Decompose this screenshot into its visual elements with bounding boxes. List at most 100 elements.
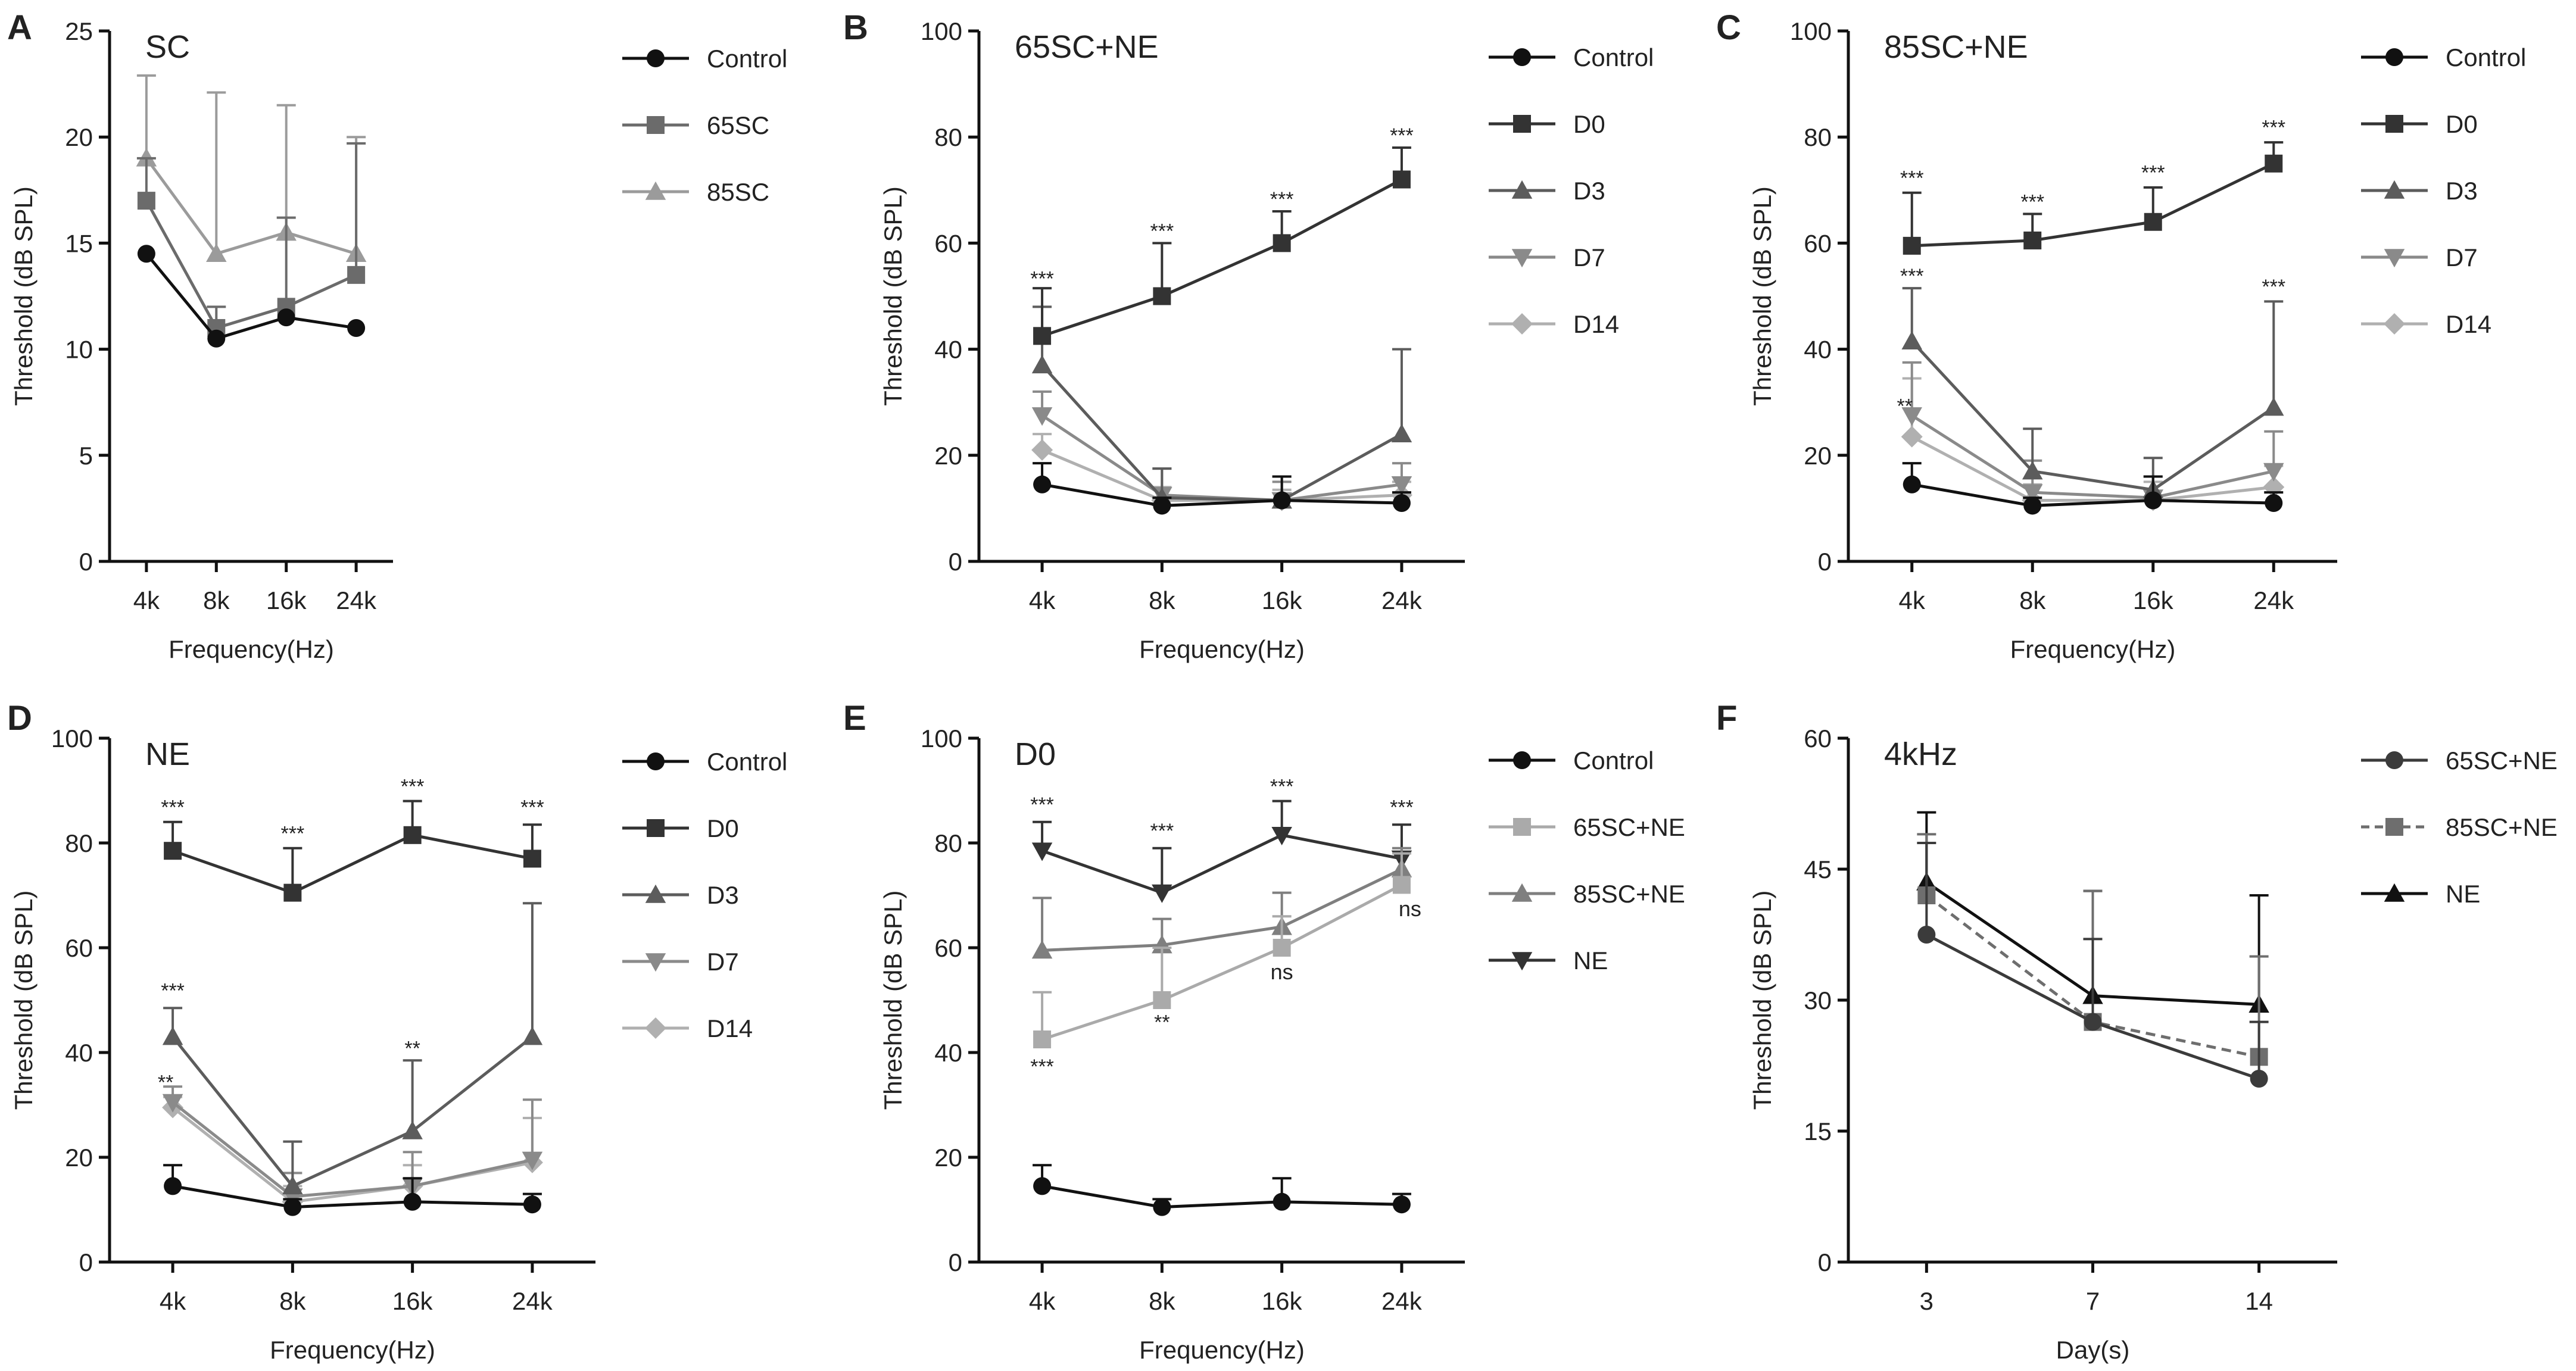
legend-label: D7 (1573, 243, 1605, 271)
legend-label: D0 (707, 814, 739, 842)
significance-label: *** (2020, 190, 2044, 213)
data-point (1901, 407, 1922, 426)
data-point (1391, 423, 1412, 442)
legend-marker (2384, 883, 2405, 902)
y-axis-label: Threshold (dB SPL) (1748, 186, 1776, 406)
y-tick-label: 20 (65, 123, 93, 151)
legend-label: D14 (1573, 310, 1619, 338)
legend-label: D0 (1573, 110, 1605, 138)
legend-marker (1513, 751, 1531, 769)
panel-letter: F (1716, 699, 1737, 738)
series-line (1041, 483, 1402, 507)
legend-label: Control (1573, 43, 1654, 71)
data-point (1271, 827, 1292, 846)
legend-marker (1511, 952, 1533, 971)
chart-title: 4kHz (1884, 736, 1957, 772)
data-point (523, 1195, 541, 1214)
data-point (1391, 476, 1412, 495)
significance-label: *** (1030, 268, 1054, 291)
y-tick-label: 80 (934, 123, 962, 151)
y-tick-label: 60 (1804, 724, 1832, 752)
legend-label: 85SC+NE (2446, 813, 2558, 841)
y-tick-label: 0 (949, 548, 962, 576)
panel-letter: E (843, 699, 866, 738)
y-tick-label: 40 (65, 1039, 93, 1067)
x-tick-label: 4k (160, 1287, 186, 1315)
chart-title: NE (145, 736, 190, 772)
chart-title: D0 (1015, 736, 1056, 772)
y-tick-label: 40 (934, 1039, 962, 1067)
significance-label: ** (1897, 395, 1912, 418)
series-line (1910, 340, 2275, 492)
y-tick-label: 100 (51, 724, 93, 752)
legend-marker (2385, 818, 2403, 836)
data-point (1392, 494, 1411, 512)
x-axis-label: Frequency(Hz) (169, 635, 334, 663)
data-point (1273, 234, 1291, 252)
legend-marker (1513, 48, 1531, 66)
data-point (1273, 1192, 1291, 1211)
y-axis-label: Threshold (dB SPL) (879, 891, 907, 1110)
significance-label: *** (1270, 188, 1294, 211)
series-line (1041, 178, 1403, 338)
x-axis-label: Frequency(Hz) (2010, 635, 2176, 663)
significance-label: *** (1390, 797, 1414, 819)
chart-title: 65SC+NE (1015, 29, 1159, 65)
series-line (145, 252, 357, 341)
legend-entry: D0 (622, 814, 739, 842)
series-line (1911, 414, 2274, 499)
x-tick-label: 8k (203, 586, 230, 614)
legend-entry: 85SC (622, 178, 769, 206)
significance-label: *** (2262, 276, 2285, 298)
legend-marker (2384, 313, 2405, 335)
legend-label: D7 (2446, 243, 2478, 271)
data-point (347, 318, 366, 337)
x-tick-label: 24k (336, 586, 377, 614)
chart-title: 85SC+NE (1884, 29, 2028, 65)
significance-label: *** (1030, 794, 1054, 816)
legend-label: Control (1573, 747, 1654, 774)
data-point (162, 1094, 183, 1113)
data-point (1153, 287, 1171, 305)
series-line (1041, 1184, 1402, 1209)
significance-label: *** (1390, 124, 1414, 147)
data-point (162, 1026, 183, 1045)
data-point (1273, 939, 1291, 957)
panel-letter: D (7, 699, 32, 738)
y-tick-label: 100 (921, 724, 962, 752)
legend-marker (647, 752, 665, 770)
series-control (1033, 462, 1411, 515)
series-85sc (136, 74, 367, 263)
data-point (1392, 1195, 1411, 1214)
legend-label: NE (2446, 880, 2480, 908)
data-point (1901, 426, 1923, 448)
legend-entry: D3 (1489, 177, 1605, 205)
series-ne (1031, 800, 1412, 903)
y-tick-label: 100 (921, 17, 962, 45)
legend-entry: D14 (2361, 310, 2491, 338)
data-point (523, 850, 541, 868)
data-point (1031, 439, 1053, 461)
data-point (282, 1176, 303, 1195)
y-tick-label: 20 (934, 442, 962, 470)
legend-entry: 85SC+NE (1489, 880, 1685, 908)
significance-label: *** (1150, 820, 1174, 842)
x-axis-label: Frequency(Hz) (1139, 635, 1305, 663)
series-line (171, 1106, 533, 1204)
y-axis-label: Threshold (dB SPL) (10, 186, 38, 406)
legend-entry: D3 (622, 881, 739, 909)
significance-label: *** (161, 980, 185, 1003)
data-point (2022, 484, 2043, 503)
legend-entry: Control (622, 45, 787, 73)
legend-marker (2385, 48, 2403, 66)
legend-entry: D7 (622, 948, 739, 976)
y-tick-label: 5 (79, 442, 93, 470)
data-point (1031, 842, 1053, 861)
y-axis-label: Threshold (dB SPL) (10, 891, 38, 1110)
legend-entry: 65SC+NE (1489, 813, 1685, 841)
y-tick-label: 80 (1804, 123, 1832, 151)
legend-marker (1511, 313, 1533, 335)
y-tick-label: 10 (65, 336, 93, 364)
data-point (403, 826, 422, 844)
